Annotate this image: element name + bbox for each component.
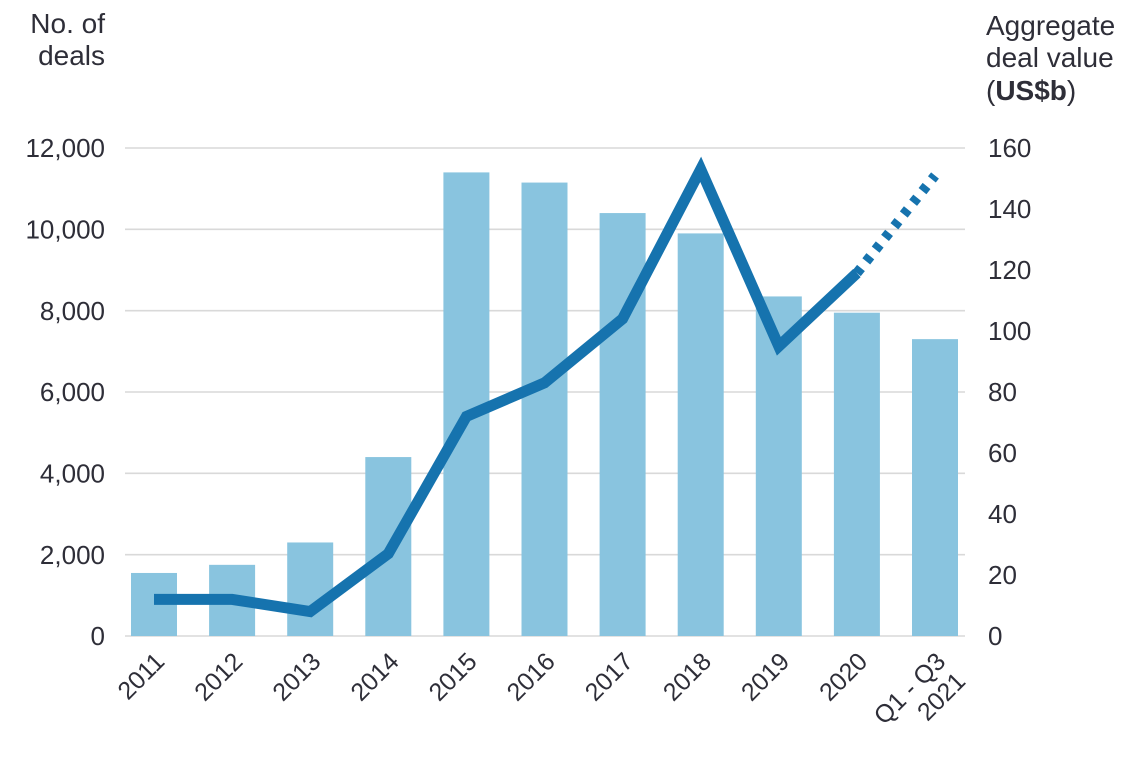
bar-q1---q3-2021: [912, 339, 958, 636]
x-axis-label: 2012: [189, 647, 248, 706]
left-axis-tick: 6,000: [40, 377, 105, 407]
bar-2016: [521, 182, 568, 637]
x-axis-label: 2013: [267, 647, 326, 706]
right-axis-tick: 100: [988, 316, 1031, 346]
left-axis-tick: 10,000: [25, 214, 105, 244]
bar-2013: [287, 542, 334, 636]
x-axis-label: 2017: [580, 647, 639, 706]
right-axis-tick: 60: [988, 438, 1017, 468]
right-axis-tick: 0: [988, 621, 1002, 651]
deal-value-line-dashed-projection: [852, 172, 939, 277]
left-axis-title-line2: deals: [38, 40, 105, 72]
bar-2020: [833, 312, 880, 636]
left-axis-title: No. of deals: [0, 8, 105, 73]
right-axis-tick: 140: [988, 194, 1031, 224]
right-axis-tick: 40: [988, 499, 1017, 529]
x-axis-label: 2019: [736, 647, 795, 706]
right-axis-title: Aggregate deal value (US$b): [986, 10, 1115, 107]
x-axis-label: 2020: [814, 647, 873, 706]
x-axis-label: 2011: [112, 647, 170, 705]
x-axis-label: 2016: [502, 647, 561, 706]
left-axis-tick: 2,000: [40, 540, 105, 570]
left-axis-tick: 8,000: [40, 296, 105, 326]
right-axis-tick: 120: [988, 255, 1031, 285]
x-axis-label: 2014: [345, 647, 404, 706]
left-axis-title-line1: No. of: [30, 8, 105, 39]
left-axis-tick: 4,000: [40, 458, 105, 488]
right-axis-title-line2: deal value: [986, 42, 1114, 74]
x-axis-label: 2015: [424, 647, 483, 706]
deal-value-line-solid: [154, 156, 861, 618]
right-axis-title-line1: Aggregate: [986, 10, 1116, 41]
right-axis-tick: 20: [988, 560, 1017, 590]
x-axis-label: 2018: [658, 647, 717, 706]
left-axis-tick: 0: [91, 621, 105, 651]
x-axis-label: Q1 - Q32021: [869, 647, 971, 749]
left-axis-tick: 12,000: [25, 133, 105, 163]
right-axis-tick: 160: [988, 133, 1031, 163]
right-axis-tick: 80: [988, 377, 1017, 407]
right-axis-title-unit: (US$b): [986, 74, 1077, 106]
bar-2018: [677, 233, 724, 636]
